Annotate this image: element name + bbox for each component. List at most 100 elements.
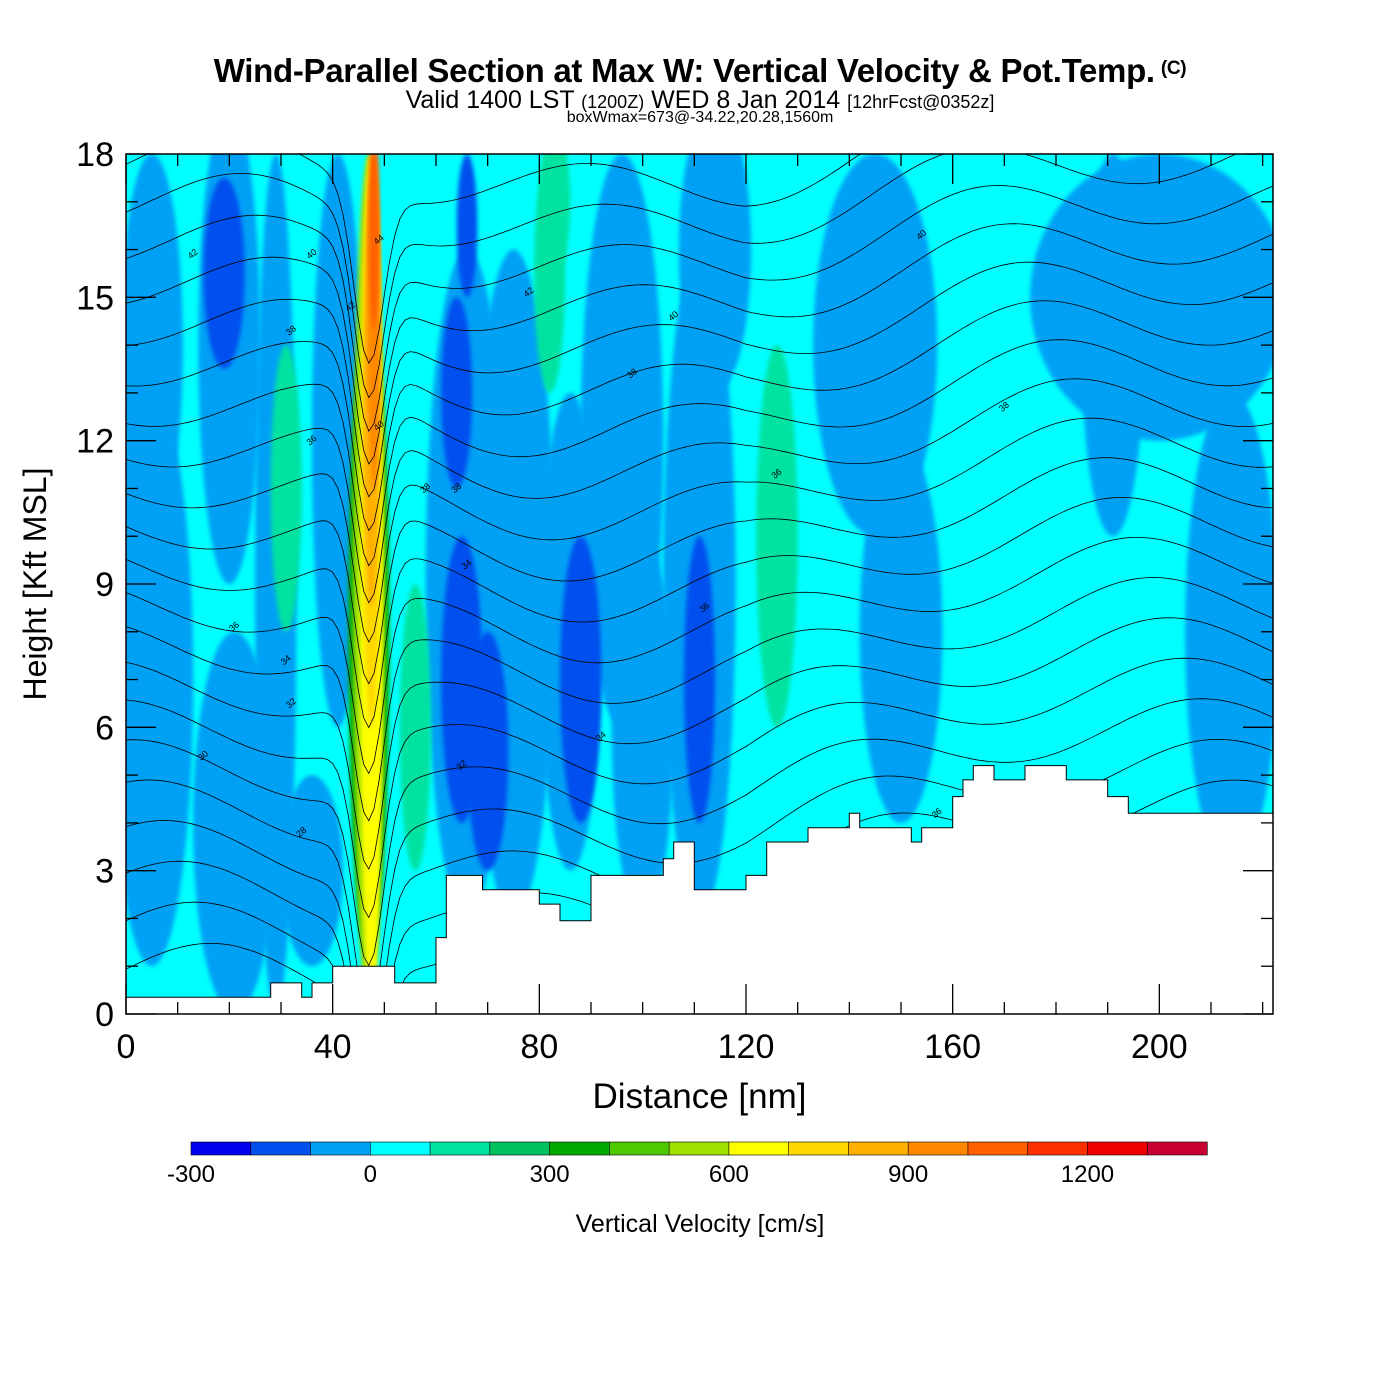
colorbar-swatch bbox=[788, 1141, 850, 1156]
theta-contour bbox=[126, 698, 1273, 967]
contour-label: 44 bbox=[372, 232, 386, 246]
theta-contour bbox=[126, 154, 1237, 399]
theta-contour bbox=[126, 154, 861, 364]
colorbar: -300 0 300 600 900 1200 bbox=[167, 1141, 1208, 1188]
colorbar-swatch bbox=[609, 1141, 670, 1156]
colorbar-swatch bbox=[967, 1141, 1029, 1156]
x-tick-label: 0 bbox=[117, 1028, 136, 1066]
terrain-mask bbox=[125, 765, 1274, 1015]
plot-area: 42 40 42 44 38 36 40 38 38 34 42 40 38 36 36 40 38 36 34 32… bbox=[76, 136, 1274, 1066]
y-axis-label: Height [Kft MSL] bbox=[17, 468, 53, 701]
contour-label: 38 bbox=[449, 481, 463, 495]
velocity-region bbox=[611, 536, 674, 919]
velocity-region bbox=[399, 584, 431, 871]
contour-label: 38 bbox=[418, 481, 432, 495]
contour-labels: 42 40 42 44 38 36 40 38 38 34 42 40 38 36 36 40 38 36 34 32… bbox=[186, 228, 1011, 839]
forecast-info: [12hrFcst@0352z] bbox=[847, 92, 995, 112]
velocity-region bbox=[684, 536, 715, 823]
contour-label: 40 bbox=[305, 247, 319, 261]
theta-contour bbox=[126, 378, 1273, 604]
colorbar-swatch bbox=[848, 1141, 909, 1156]
contour-label: 38 bbox=[997, 400, 1011, 414]
colorbar-swatch bbox=[310, 1141, 371, 1156]
y-tick-label: 0 bbox=[95, 996, 114, 1034]
colorbar-tick-label: 900 bbox=[888, 1161, 928, 1188]
colorbar-swatch bbox=[489, 1141, 551, 1156]
theta-contour bbox=[126, 577, 1273, 822]
contour-label: 40 bbox=[914, 228, 928, 242]
vertical-velocity-field bbox=[126, 154, 1273, 1014]
colorbar-swatch bbox=[369, 1141, 431, 1156]
theta-contour bbox=[126, 496, 1273, 729]
colorbar-swatch bbox=[728, 1141, 790, 1156]
theta-contour bbox=[126, 261, 1273, 498]
contour-label: 36 bbox=[227, 619, 241, 633]
velocity-region bbox=[560, 536, 602, 823]
velocity-region bbox=[203, 177, 245, 369]
colorbar-swatch bbox=[190, 1141, 252, 1156]
colorbar-swatch bbox=[907, 1141, 969, 1156]
colorbar-tick-label: 0 bbox=[364, 1161, 377, 1188]
x-tick-label: 160 bbox=[924, 1028, 981, 1066]
theta-contour bbox=[126, 537, 1273, 775]
velocity-region bbox=[193, 631, 276, 1014]
contour-label: 30 bbox=[196, 748, 210, 762]
contour-label: 36 bbox=[697, 600, 711, 614]
theta-contour bbox=[126, 300, 1273, 532]
colorbar-tick-label: 300 bbox=[530, 1161, 570, 1188]
colorbar-swatch bbox=[1087, 1141, 1148, 1156]
y-tick-label: 18 bbox=[76, 136, 114, 174]
theta-contour bbox=[126, 223, 1273, 465]
velocity-region bbox=[281, 775, 343, 967]
y-tick-label: 15 bbox=[76, 279, 114, 317]
colorbar-swatch bbox=[250, 1141, 312, 1156]
contour-label: 36 bbox=[305, 433, 319, 447]
contour-label: 42 bbox=[343, 299, 357, 313]
colorbar-tick-label: 1200 bbox=[1061, 1161, 1114, 1188]
colorbar-swatch bbox=[1146, 1141, 1208, 1156]
x-tick-label: 120 bbox=[718, 1028, 775, 1066]
x-axis-label: Distance [nm] bbox=[593, 1077, 807, 1116]
colorbar-swatch bbox=[429, 1141, 491, 1156]
x-tick-label: 200 bbox=[1131, 1028, 1188, 1066]
theta-contour bbox=[126, 657, 1273, 919]
velocity-region bbox=[368, 154, 380, 331]
velocity-region bbox=[270, 345, 302, 632]
colorbar-swatch bbox=[549, 1141, 610, 1156]
velocity-region bbox=[441, 297, 473, 489]
colorbar-tick-label: -300 bbox=[167, 1161, 215, 1188]
valid-time: Valid 1400 LST bbox=[405, 86, 575, 114]
y-tick-label: 9 bbox=[95, 566, 114, 604]
y-tick-label: 12 bbox=[76, 423, 114, 461]
contour-label: 38 bbox=[625, 366, 639, 380]
colorbar-label: Vertical Velocity [cm/s] bbox=[576, 1210, 825, 1238]
velocity-region bbox=[756, 345, 798, 728]
contour-label: 42 bbox=[186, 247, 200, 261]
velocity-region bbox=[859, 440, 943, 823]
contour-label: 28 bbox=[294, 825, 308, 839]
contour-label: 42 bbox=[522, 285, 536, 299]
contour-label: 34 bbox=[460, 557, 474, 571]
velocity-region bbox=[456, 154, 478, 298]
contour-label: 36 bbox=[930, 806, 944, 820]
valid-date: WED 8 Jan 2014 bbox=[651, 86, 841, 114]
velocity-region bbox=[539, 154, 571, 274]
velocity-region bbox=[1081, 154, 1144, 537]
x-tick-label: 40 bbox=[314, 1028, 352, 1066]
box-max-info: boxWmax=673@-34.22,20.28,1560m bbox=[566, 109, 834, 126]
contour-label: 32 bbox=[284, 696, 298, 710]
valid-utc: (1200Z) bbox=[581, 92, 645, 112]
y-tick-label: 6 bbox=[95, 709, 114, 747]
contour-label: 34 bbox=[279, 653, 293, 667]
contour-label: 40 bbox=[666, 309, 680, 323]
contour-label: 36 bbox=[770, 467, 784, 481]
theta-contour bbox=[126, 185, 1273, 432]
theta-contour bbox=[126, 339, 1273, 567]
colorbar-swatch bbox=[668, 1141, 730, 1156]
velocity-region bbox=[678, 154, 752, 393]
contour-label: 40 bbox=[372, 419, 386, 433]
contour-label: 38 bbox=[284, 323, 298, 337]
contour-label: 32 bbox=[454, 758, 468, 772]
contour-label: 34 bbox=[594, 729, 608, 743]
velocity-region bbox=[467, 631, 509, 871]
